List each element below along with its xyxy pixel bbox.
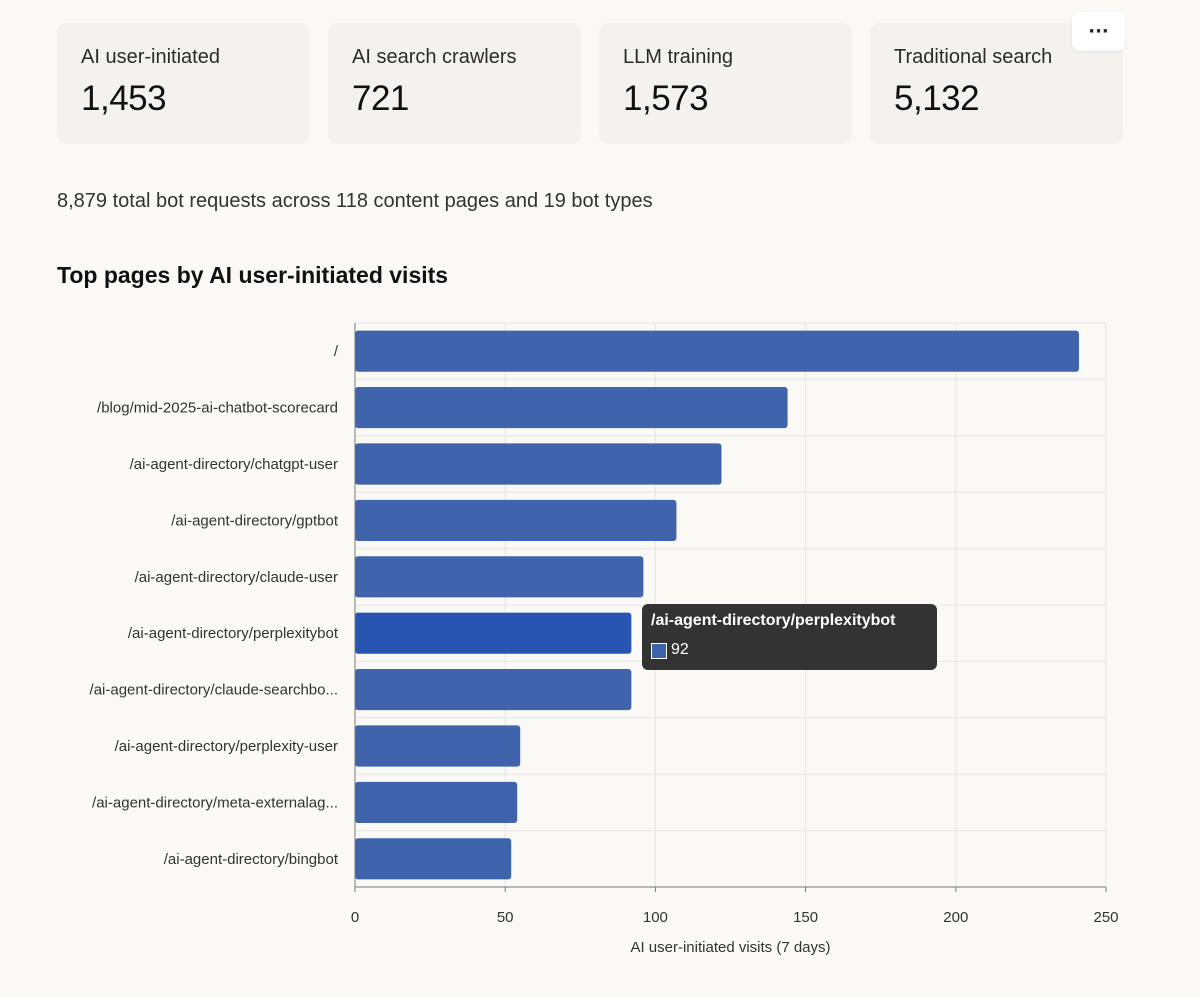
- stat-value: 721: [352, 79, 409, 118]
- category-label: /ai-agent-directory/perplexitybot: [128, 625, 339, 642]
- stat-card-llm-training: LLM training 1,573: [599, 23, 852, 144]
- category-label: /ai-agent-directory/perplexity-user: [115, 738, 338, 755]
- stat-card-ai-search-crawlers: AI search crawlers 721: [328, 23, 581, 144]
- category-label: /blog/mid-2025-ai-chatbot-scorecard: [97, 400, 338, 417]
- stat-value: 1,453: [81, 79, 167, 118]
- stat-label: AI user-initiated: [81, 46, 220, 68]
- tooltip-value: 92: [671, 641, 689, 658]
- bar: [355, 838, 512, 880]
- stat-cards: AI user-initiated 1,453 AI search crawle…: [57, 23, 1124, 144]
- summary-text: 8,879 total bot requests across 118 cont…: [57, 190, 653, 212]
- bar: [355, 612, 632, 654]
- stat-label: AI search crawlers: [352, 46, 517, 68]
- category-label: /ai-agent-directory/meta-externalag...: [92, 794, 338, 811]
- bar: [355, 387, 788, 429]
- x-tick-label: 250: [1093, 909, 1118, 926]
- x-tick-label: 150: [793, 909, 818, 926]
- section-title: Top pages by AI user-initiated visits: [57, 262, 449, 288]
- bar: [355, 330, 1079, 372]
- x-tick-label: 200: [943, 909, 968, 926]
- x-tick-label: 0: [351, 909, 359, 926]
- category-label: /ai-agent-directory/gptbot: [171, 512, 339, 529]
- category-label: /ai-agent-directory/bingbot: [164, 851, 339, 868]
- stat-label: LLM training: [623, 46, 734, 68]
- category-label: /: [334, 343, 339, 360]
- bar: [355, 443, 722, 485]
- x-tick-label: 100: [643, 909, 668, 926]
- stat-value: 5,132: [894, 79, 980, 118]
- stat-label: Traditional search: [894, 46, 1053, 68]
- bar: [355, 556, 644, 598]
- category-label: /ai-agent-directory/claude-searchbo...: [90, 682, 338, 699]
- tooltip-swatch: [651, 643, 667, 659]
- bar: [355, 499, 677, 541]
- chart-tooltip: /ai-agent-directory/perplexitybot 92: [642, 604, 937, 670]
- stat-card-ai-user-initiated: AI user-initiated 1,453: [57, 23, 310, 144]
- tooltip-title: /ai-agent-directory/perplexitybot: [651, 612, 896, 629]
- category-label: /ai-agent-directory/chatgpt-user: [130, 456, 338, 473]
- x-tick-label: 50: [497, 909, 514, 926]
- x-axis-title: AI user-initiated visits (7 days): [630, 939, 830, 956]
- stat-value: 1,573: [623, 79, 709, 118]
- bar: [355, 669, 632, 711]
- bar: [355, 781, 518, 823]
- bar: [355, 725, 521, 767]
- ellipsis-icon: ···: [1088, 21, 1109, 42]
- more-options-button[interactable]: ···: [1072, 12, 1125, 51]
- category-label: /ai-agent-directory/claude-user: [135, 569, 338, 586]
